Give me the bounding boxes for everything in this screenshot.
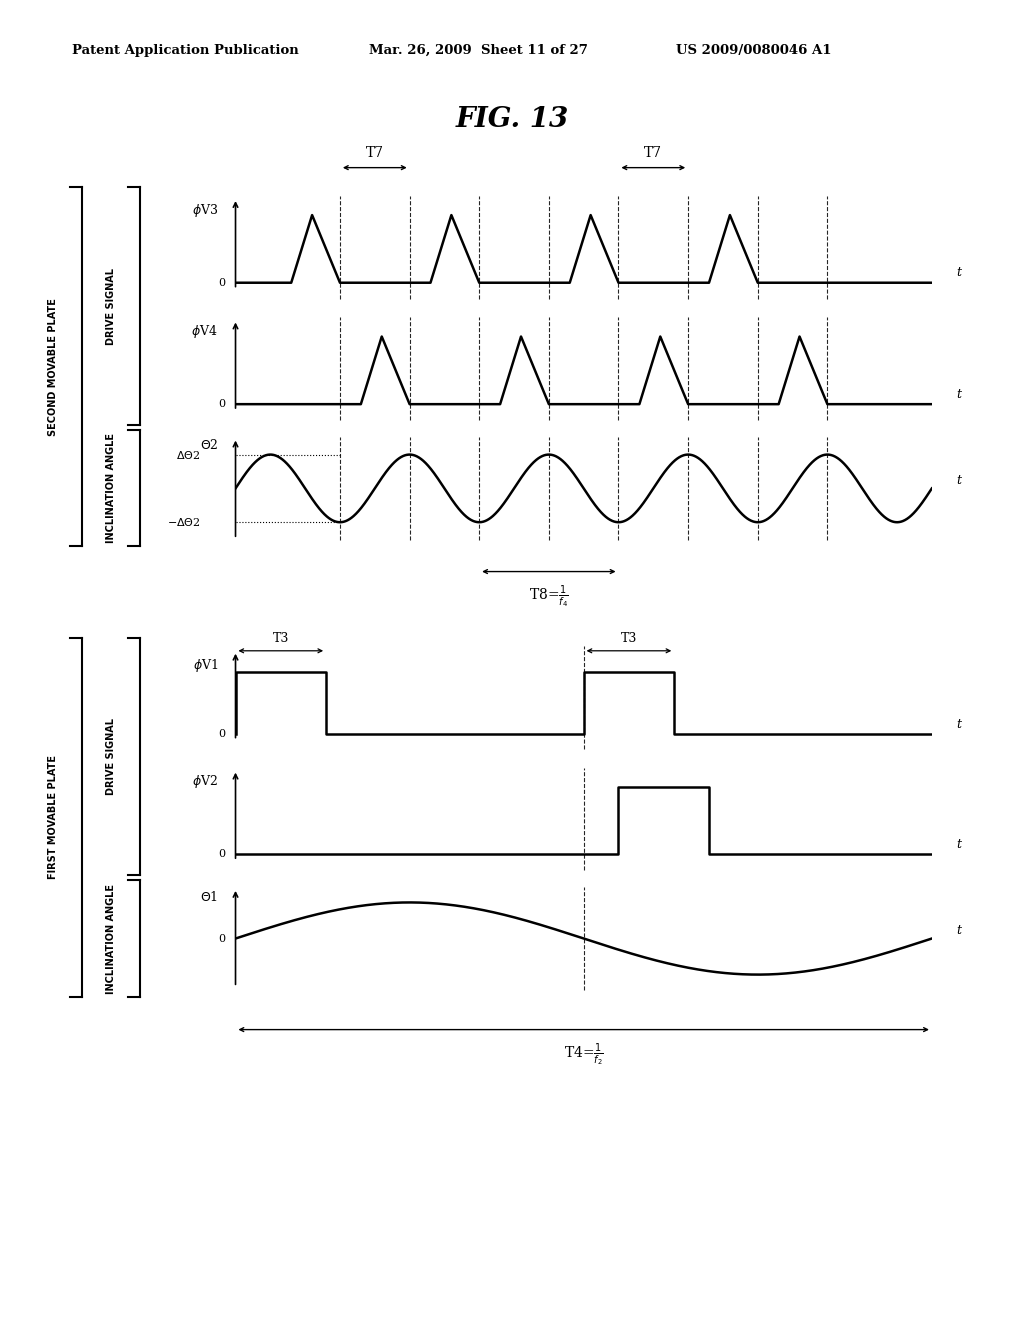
Text: 0: 0 [218, 399, 225, 409]
Text: Mar. 26, 2009  Sheet 11 of 27: Mar. 26, 2009 Sheet 11 of 27 [369, 44, 588, 57]
Text: FIG. 13: FIG. 13 [456, 106, 568, 132]
Text: $\Theta$1: $\Theta$1 [200, 890, 218, 904]
Text: T4=$\frac{1}{f_2}$: T4=$\frac{1}{f_2}$ [564, 1041, 603, 1068]
Text: FIRST MOVABLE PLATE: FIRST MOVABLE PLATE [48, 755, 58, 879]
Text: T3: T3 [272, 631, 289, 644]
Text: Patent Application Publication: Patent Application Publication [72, 44, 298, 57]
Text: 0: 0 [218, 729, 225, 739]
Text: t: t [956, 267, 962, 280]
Text: 0: 0 [218, 277, 225, 288]
Text: 0: 0 [218, 849, 225, 859]
Text: 0: 0 [218, 933, 225, 944]
Text: t: t [956, 838, 962, 851]
Text: T7: T7 [644, 145, 663, 160]
Text: DRIVE SIGNAL: DRIVE SIGNAL [105, 718, 116, 795]
Text: SECOND MOVABLE PLATE: SECOND MOVABLE PLATE [48, 298, 58, 436]
Text: $-\Delta\Theta$2: $-\Delta\Theta$2 [167, 516, 201, 528]
Text: US 2009/0080046 A1: US 2009/0080046 A1 [676, 44, 831, 57]
Text: T7: T7 [366, 145, 384, 160]
Text: INCLINATION ANGLE: INCLINATION ANGLE [105, 883, 116, 994]
Text: INCLINATION ANGLE: INCLINATION ANGLE [105, 433, 116, 544]
Text: T3: T3 [621, 631, 637, 644]
Text: $\Theta$2: $\Theta$2 [200, 438, 218, 451]
Text: $\phi$V3: $\phi$V3 [191, 202, 218, 219]
Text: t: t [956, 388, 962, 401]
Text: t: t [956, 718, 962, 731]
Text: T8=$\frac{1}{f_4}$: T8=$\frac{1}{f_4}$ [529, 583, 568, 610]
Text: t: t [956, 474, 962, 487]
Text: $\Delta\Theta$2: $\Delta\Theta$2 [176, 449, 201, 461]
Text: $\phi$V2: $\phi$V2 [193, 774, 218, 791]
Text: DRIVE SIGNAL: DRIVE SIGNAL [105, 268, 116, 345]
Text: $\phi$V4: $\phi$V4 [191, 323, 218, 341]
Text: t: t [956, 924, 962, 937]
Text: $\phi$V1: $\phi$V1 [193, 657, 218, 675]
